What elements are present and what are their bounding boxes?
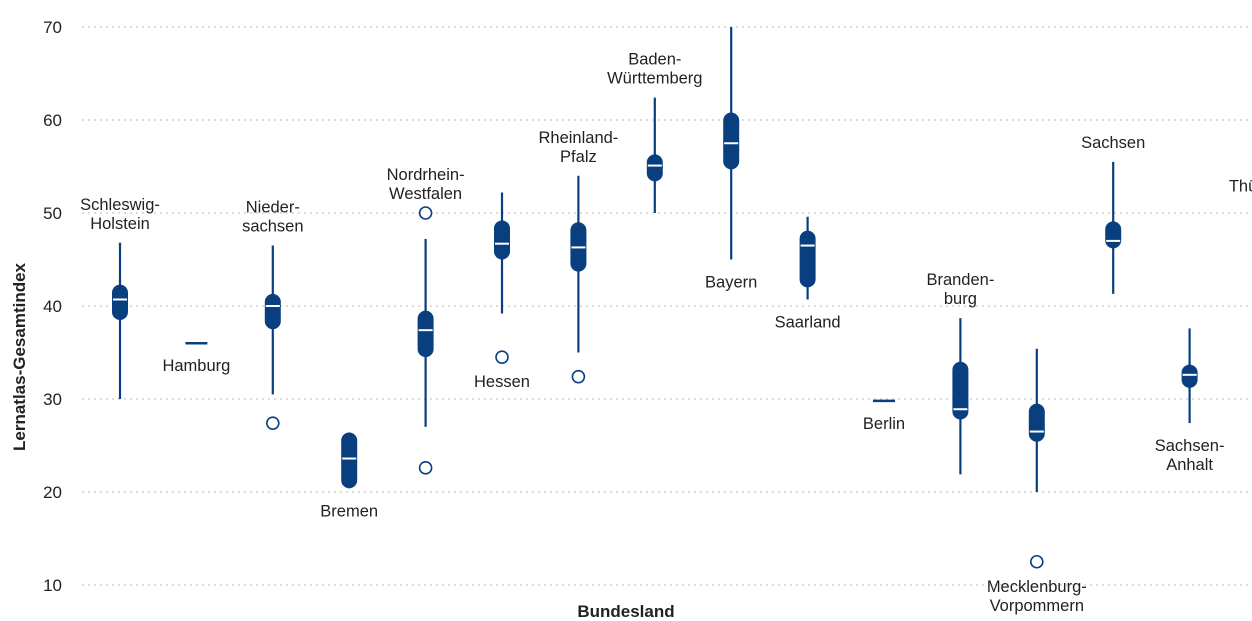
outlier-point — [418, 206, 433, 220]
y-tick-label: 10 — [43, 576, 62, 595]
state-labels: Schleswig-Holstein Hamburg Nieder-sachsen B… — [80, 51, 1252, 615]
state-label-line: Holstein — [90, 215, 150, 233]
x-axis-title: Bundesland — [577, 602, 674, 621]
iqr-box — [1028, 403, 1045, 442]
state-label-line: burg — [944, 290, 977, 308]
state-label: Mecklenburg-Vorpommern — [987, 578, 1087, 615]
outlier-point — [265, 416, 280, 430]
state-label-line: Schleswig- — [80, 196, 160, 214]
state-label-line: Mecklenburg- — [987, 578, 1087, 596]
y-tick-label: 50 — [43, 204, 62, 223]
iqr-box — [646, 154, 663, 182]
box-baden-w-rttemberg — [646, 97, 663, 213]
state-label-line: Pfalz — [560, 148, 597, 166]
state-label: Bremen — [320, 502, 378, 520]
outlier-point — [571, 369, 586, 384]
state-label: Schleswig-Holstein — [80, 196, 160, 233]
state-label: Sachsen — [1081, 134, 1145, 152]
state-label: Thüringen — [1229, 178, 1252, 196]
state-label-line: Hessen — [474, 373, 530, 391]
state-label: Hamburg — [162, 357, 230, 375]
iqr-box — [494, 220, 510, 260]
iqr-box — [1105, 221, 1122, 249]
state-label: Sachsen-Anhalt — [1155, 437, 1225, 474]
state-label: Berlin — [863, 415, 905, 433]
box-hessen — [494, 192, 510, 364]
box-rheinland-pfalz — [570, 175, 587, 384]
state-label: Nordrhein-Westfalen — [387, 166, 465, 203]
state-label-line: Bremen — [320, 502, 378, 520]
iqr-box — [952, 361, 969, 420]
box-mecklenburg-vorpommern — [1028, 348, 1045, 569]
gridlines — [82, 26, 1250, 586]
iqr-box — [417, 310, 434, 358]
state-label: Baden-Württemberg — [607, 51, 702, 88]
state-label: Nieder-sachsen — [242, 199, 303, 236]
outlier-point — [1030, 554, 1044, 569]
state-label-line: Württemberg — [607, 70, 702, 88]
y-axis-ticks: 10 20 30 40 50 60 70 — [43, 18, 62, 595]
state-label-line: Baden- — [628, 51, 681, 69]
state-label-line: Westfalen — [389, 185, 462, 203]
state-label-line: Sachsen- — [1155, 437, 1225, 455]
state-label-line: Nieder- — [246, 199, 300, 217]
state-label-line: Berlin — [863, 415, 905, 433]
state-label-line: Bayern — [705, 274, 757, 292]
box-niedersachsen — [264, 245, 281, 430]
boxes — [112, 27, 1198, 569]
state-label: Hessen — [474, 373, 530, 391]
state-label-line: Rheinland- — [538, 129, 618, 147]
box-saarland — [799, 216, 816, 300]
state-label-line: Anhalt — [1166, 456, 1213, 474]
iqr-box — [1181, 364, 1198, 388]
iqr-box — [341, 432, 358, 489]
box-sachsen — [1105, 161, 1122, 294]
iqr-box — [723, 112, 740, 170]
state-label-line: sachsen — [242, 218, 303, 236]
state-label: Bayern — [705, 274, 757, 292]
y-axis-title: Lernatlas-Gesamtindex — [10, 262, 29, 451]
box-nordrhein-westfalen — [417, 206, 434, 475]
state-label-line: Saarland — [775, 313, 841, 331]
state-label: Saarland — [775, 313, 841, 331]
state-label: Branden-burg — [926, 271, 994, 308]
state-label-line: Hamburg — [162, 357, 230, 375]
box-schleswig-holstein — [112, 242, 128, 399]
state-label-line: Branden- — [926, 271, 994, 289]
box-brandenburg — [952, 318, 969, 475]
y-tick-label: 60 — [43, 111, 62, 130]
box-bayern — [723, 27, 740, 260]
state-label: Rheinland-Pfalz — [538, 129, 618, 166]
state-label-line: Nordrhein- — [387, 166, 465, 184]
outlier-point — [418, 461, 433, 475]
iqr-box — [112, 284, 128, 320]
state-label-line: Sachsen — [1081, 134, 1145, 152]
iqr-box — [799, 230, 816, 288]
y-tick-label: 20 — [43, 483, 62, 502]
state-label-line: Vorpommern — [990, 597, 1084, 615]
state-label-line: Thüringen — [1229, 178, 1252, 196]
outlier-point — [495, 350, 509, 364]
y-tick-label: 30 — [43, 390, 62, 409]
iqr-box — [264, 293, 281, 330]
y-tick-label: 70 — [43, 18, 62, 37]
y-tick-label: 40 — [43, 297, 62, 316]
box-bremen — [341, 432, 358, 489]
box-sachsen-anhalt — [1181, 328, 1198, 424]
